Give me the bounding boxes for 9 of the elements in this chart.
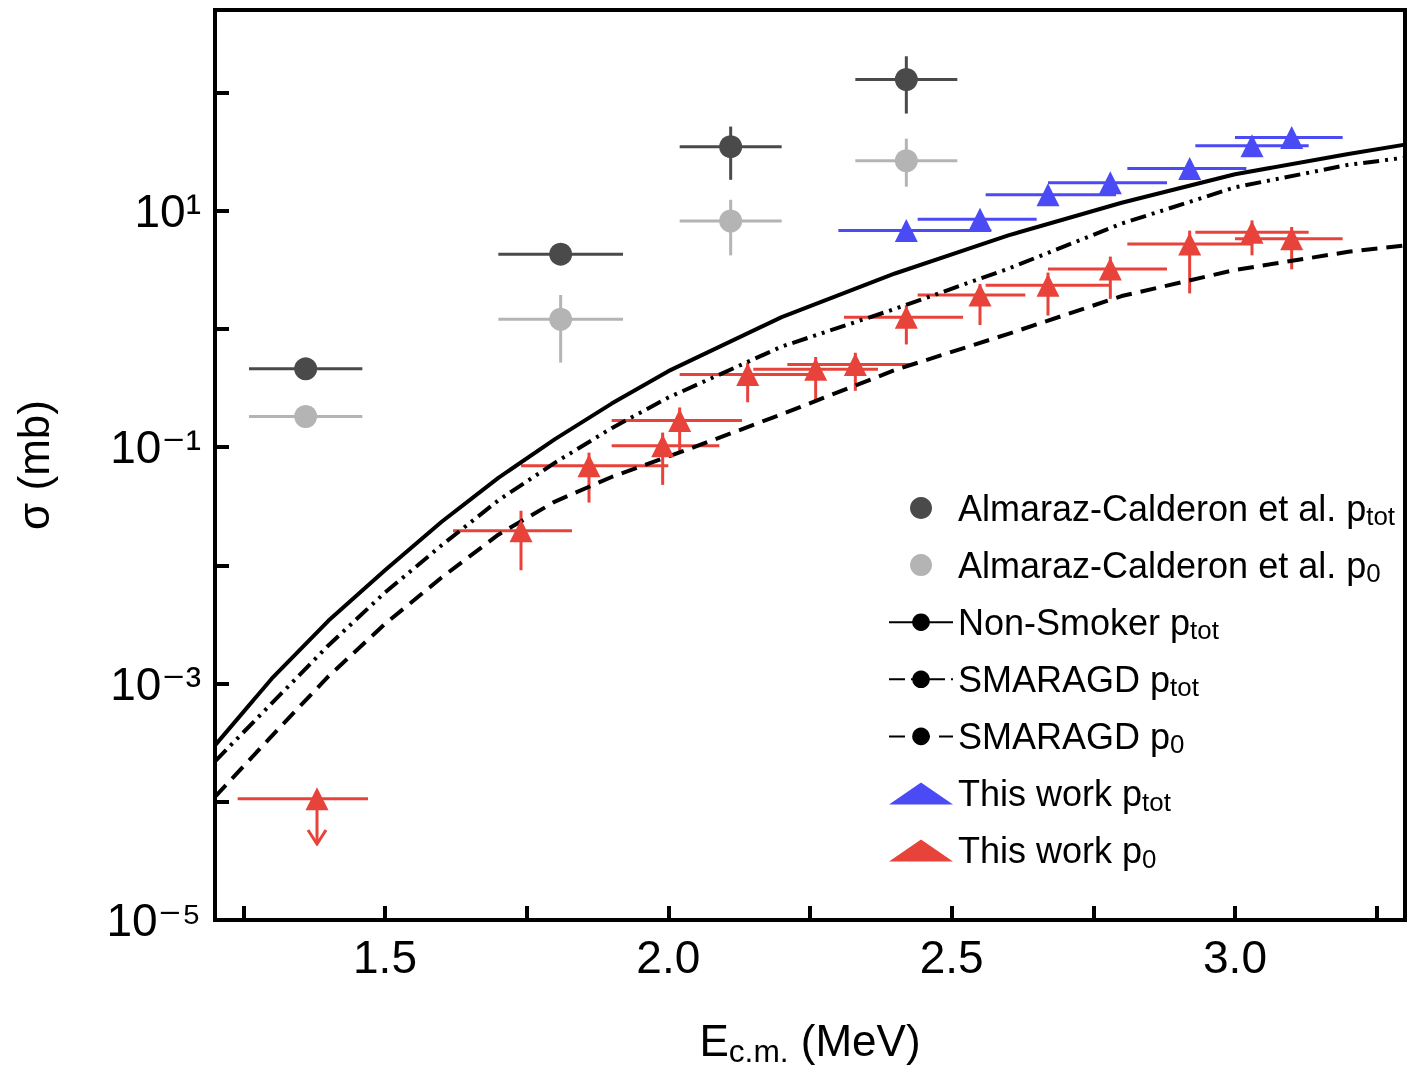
y-tick-label: 10¹ bbox=[134, 184, 201, 237]
x-tick-label: 3.0 bbox=[1203, 931, 1267, 983]
y-tick-label: 10⁻¹ bbox=[110, 421, 201, 474]
x-tick-label: 2.5 bbox=[919, 931, 984, 983]
x-tick-label: 2.0 bbox=[636, 931, 701, 983]
y-tick-label: 10⁻³ bbox=[110, 657, 201, 710]
y-axis-title: σ (mb) bbox=[8, 400, 58, 530]
x-tick-label: 1.5 bbox=[353, 931, 417, 983]
y-tick-label: 10⁻⁵ bbox=[106, 894, 201, 946]
